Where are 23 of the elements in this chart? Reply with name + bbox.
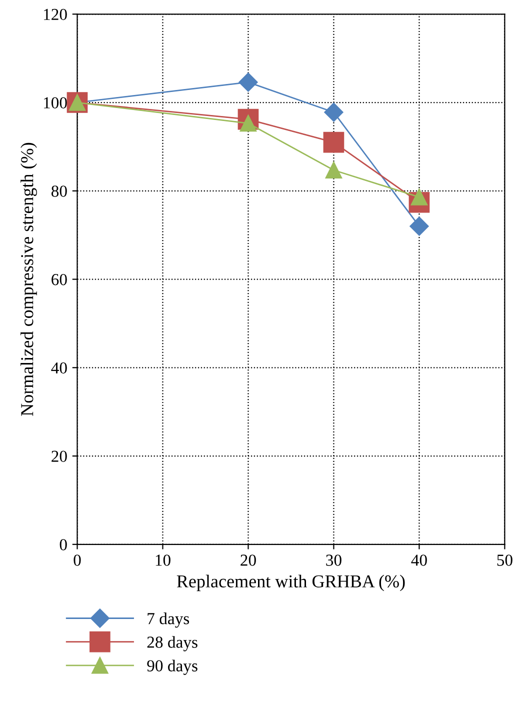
legend-label: 28 days bbox=[147, 636, 198, 652]
x-tick-label: 20 bbox=[240, 554, 256, 566]
x-tick-label: 10 bbox=[156, 554, 170, 566]
x-tick-label: 30 bbox=[326, 554, 342, 566]
x-tick-label: 0 bbox=[74, 554, 81, 566]
point bbox=[238, 72, 258, 92]
x-axis-title: Replacement with GRHBA (%) bbox=[176, 574, 405, 592]
point bbox=[324, 102, 344, 122]
point bbox=[410, 216, 429, 236]
point bbox=[325, 162, 342, 178]
y-tick-label: 60 bbox=[52, 274, 67, 286]
y-tick-label: 120 bbox=[44, 8, 67, 20]
x-tick-label: 40 bbox=[411, 554, 427, 566]
point bbox=[323, 132, 344, 153]
legend-label: 90 days bbox=[147, 660, 198, 675]
legend-label: 7 days bbox=[148, 612, 190, 628]
y-tick-label: 100 bbox=[44, 97, 67, 108]
y-tick-label: 0 bbox=[60, 539, 67, 550]
y-tick-label: 40 bbox=[51, 362, 67, 374]
y-tick-label: 80 bbox=[51, 186, 67, 197]
y-axis-title: Normalized compressive strength (%) bbox=[20, 142, 37, 416]
x-tick-label: 50 bbox=[497, 554, 512, 566]
y-tick-label: 20 bbox=[52, 450, 67, 462]
